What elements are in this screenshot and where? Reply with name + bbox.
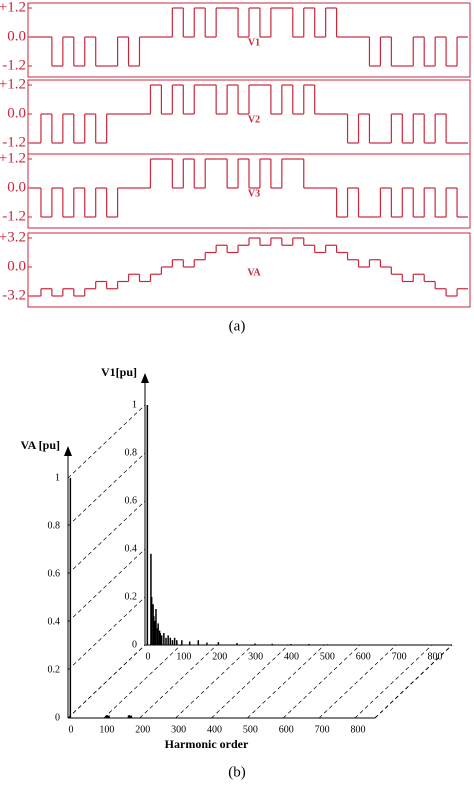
wave-label: V3 (248, 188, 260, 199)
y-tick-label: 0.6 (125, 495, 138, 506)
panel-frame (27, 153, 471, 229)
grid-line (67, 452, 146, 527)
caption: (a) (229, 318, 246, 334)
axis-arrow (64, 446, 72, 456)
y-tick-label: 0.8 (125, 447, 138, 458)
y-tick-label: 0.0 (7, 179, 26, 195)
x-tick-label: 700 (315, 724, 330, 735)
x-tick-label: 200 (135, 724, 150, 735)
panel-frame (27, 2, 471, 78)
y-tick-label: 0.6 (48, 568, 61, 579)
y-tick-label: 0.0 (7, 258, 26, 274)
x-tick-label: 800 (351, 724, 366, 735)
floor-line (103, 644, 182, 719)
caption: (b) (228, 764, 246, 780)
floor-line (211, 644, 289, 719)
y-tick-label: +3.2 (0, 229, 26, 245)
floor-line (247, 644, 325, 719)
y-tick-label: 0.8 (48, 520, 61, 531)
x-tick-label: 500 (243, 724, 258, 735)
axis-title: VA [pu] (21, 438, 60, 452)
y-tick-label: 0.4 (48, 616, 61, 627)
y-tick-label: -1.2 (2, 208, 26, 224)
y-tick-label: -3.2 (2, 287, 26, 303)
wave-label: VA (247, 267, 261, 278)
y-tick-label: +1.2 (0, 150, 26, 166)
floor-line (318, 644, 397, 719)
axis-line (374, 644, 453, 719)
x-tick-label: 600 (356, 651, 371, 662)
floor-line (283, 644, 361, 719)
floor-line (139, 644, 217, 719)
x-tick-label: 400 (207, 724, 222, 735)
y-tick-label: +1.2 (0, 0, 26, 15)
x-tick-label: 400 (284, 651, 299, 662)
y-tick-label: -1.2 (2, 57, 26, 73)
x-tick-label: 600 (279, 724, 294, 735)
grid-line (67, 596, 146, 671)
x-tick-label: 0 (69, 724, 74, 735)
y-tick-label: +1.2 (0, 76, 26, 92)
y-tick-label: 0.4 (125, 543, 138, 554)
grid-line (67, 500, 146, 575)
wave-label: V1 (248, 37, 260, 48)
x-tick-label: 100 (176, 651, 191, 662)
wave-label: V2 (248, 114, 260, 125)
x-tick-label: 300 (248, 651, 263, 662)
floor-line (175, 644, 253, 719)
x-tick-label: 800 (428, 651, 443, 662)
floor-line (354, 644, 433, 719)
y-tick-label: 1 (55, 472, 60, 483)
x-tick-label: 0 (146, 651, 151, 662)
y-tick-label: -1.2 (2, 134, 26, 150)
axis-arrow (141, 373, 149, 383)
grid-line (67, 548, 146, 623)
x-tick-label: 700 (392, 651, 407, 662)
y-tick-label: 0 (55, 712, 60, 723)
y-tick-label: 0 (132, 639, 137, 650)
x-tick-label: 500 (320, 651, 335, 662)
grid-line (67, 404, 146, 479)
axis-title: Harmonic order (165, 737, 249, 751)
y-tick-label: 0.2 (48, 664, 61, 675)
axis-title: V1[pu] (101, 365, 137, 379)
y-tick-label: 0.0 (7, 105, 26, 121)
panel-frame (27, 232, 471, 308)
x-tick-label: 100 (99, 724, 114, 735)
x-tick-label: 200 (212, 651, 227, 662)
y-tick-label: 0.0 (7, 28, 26, 44)
y-tick-label: 0.2 (125, 591, 138, 602)
grid-line (67, 644, 146, 719)
y-tick-label: 1 (132, 399, 137, 410)
x-tick-label: 300 (171, 724, 186, 735)
